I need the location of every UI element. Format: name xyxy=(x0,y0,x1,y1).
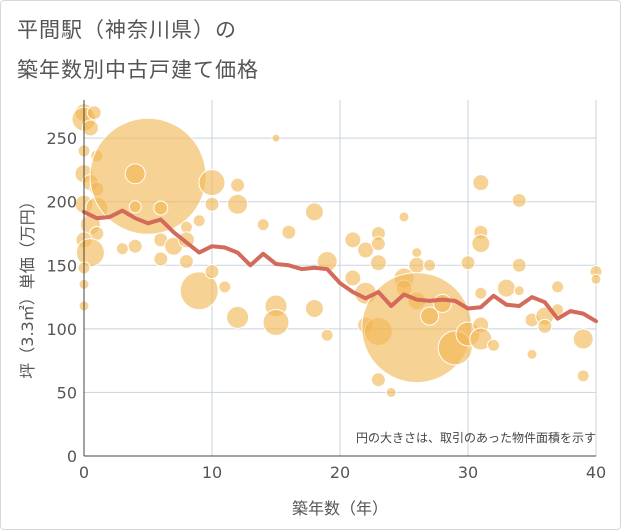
bubble-point xyxy=(230,177,246,193)
axes: 0 10 20 30 40 0 50 100 150 200 250 xyxy=(46,100,606,482)
x-tick-label: 10 xyxy=(202,463,222,482)
bubble-point xyxy=(370,372,386,388)
bubble-point xyxy=(423,258,437,272)
bubble-point xyxy=(262,309,290,336)
y-tick-label: 150 xyxy=(46,256,77,275)
trend-line xyxy=(82,208,598,324)
x-tick-label: 40 xyxy=(586,463,606,482)
x-tick-label: 0 xyxy=(79,463,89,482)
bubble-point xyxy=(526,348,538,360)
x-tick-label: 30 xyxy=(458,463,478,482)
bubble-point xyxy=(551,280,565,294)
bubble-point xyxy=(271,133,281,143)
bubble-point xyxy=(496,278,516,298)
bubble-point xyxy=(511,192,527,208)
bubble-point xyxy=(192,214,206,228)
bubble-point xyxy=(576,369,590,383)
bubble-point xyxy=(472,174,490,192)
y-tick-label: 200 xyxy=(46,193,77,212)
bubble-point xyxy=(178,253,194,269)
bubble-layer xyxy=(71,103,603,398)
bubble-point xyxy=(179,220,193,234)
y-tick-label: 50 xyxy=(57,383,77,402)
bubble-point xyxy=(474,286,488,300)
bubble-point xyxy=(411,247,423,259)
bubble-point xyxy=(179,271,219,311)
x-tick-label: 20 xyxy=(330,463,350,482)
bubble-point xyxy=(115,242,129,256)
bubble-point xyxy=(204,264,220,280)
bubble-point xyxy=(153,251,169,267)
bubble-point xyxy=(153,200,169,216)
bubble-point xyxy=(432,293,452,313)
y-tick-label: 0 xyxy=(67,447,77,466)
bubble-point xyxy=(511,257,527,273)
bubble-point xyxy=(227,193,249,215)
bubble-point xyxy=(198,169,226,197)
y-axis-title: 坪（3.3㎡）単価（万円） xyxy=(18,193,37,378)
bubble-point xyxy=(469,327,493,351)
bubble-point xyxy=(256,218,270,232)
bubble-point xyxy=(127,238,143,254)
trend-layer xyxy=(82,208,598,324)
bubble-point xyxy=(86,105,102,121)
bubble-point xyxy=(281,224,297,240)
bubble-point xyxy=(357,241,375,259)
bubble-point xyxy=(398,211,410,223)
bubble-point xyxy=(487,338,501,352)
x-axis-title: 築年数（年） xyxy=(292,499,388,518)
bubble-point xyxy=(590,273,602,285)
chart-title-line1: 平間駅（神奈川県）の xyxy=(17,18,237,42)
bubble-point xyxy=(226,305,250,329)
bubble-point xyxy=(572,328,594,350)
size-note: 円の大きさは、取引のあった物件面積を示す xyxy=(356,430,596,445)
bubble-point xyxy=(420,306,440,326)
bubble-point xyxy=(408,256,426,274)
bubble-point xyxy=(471,234,491,254)
bubble-point xyxy=(320,328,334,342)
bubble-point xyxy=(204,196,220,212)
bubble-point xyxy=(304,299,324,319)
chart-title-line2: 築年数別中古戸建て価格 xyxy=(17,58,259,82)
bubble-point xyxy=(369,254,387,272)
bubble-point xyxy=(361,272,473,384)
bubble-point xyxy=(537,318,553,334)
bubble-point xyxy=(513,285,525,297)
bubble-point xyxy=(344,231,362,249)
bubble-point xyxy=(460,255,476,271)
bubble-point xyxy=(385,386,397,398)
y-tick-label: 250 xyxy=(46,129,77,148)
bubble-point xyxy=(81,119,99,137)
y-tick-label: 100 xyxy=(46,320,77,339)
bubble-point xyxy=(344,269,362,287)
bubble-point xyxy=(124,163,146,185)
bubble-point xyxy=(128,200,142,214)
bubble-point xyxy=(370,236,386,252)
bubble-point xyxy=(75,238,105,268)
bubble-point xyxy=(218,280,232,294)
bubble-point xyxy=(304,202,324,222)
